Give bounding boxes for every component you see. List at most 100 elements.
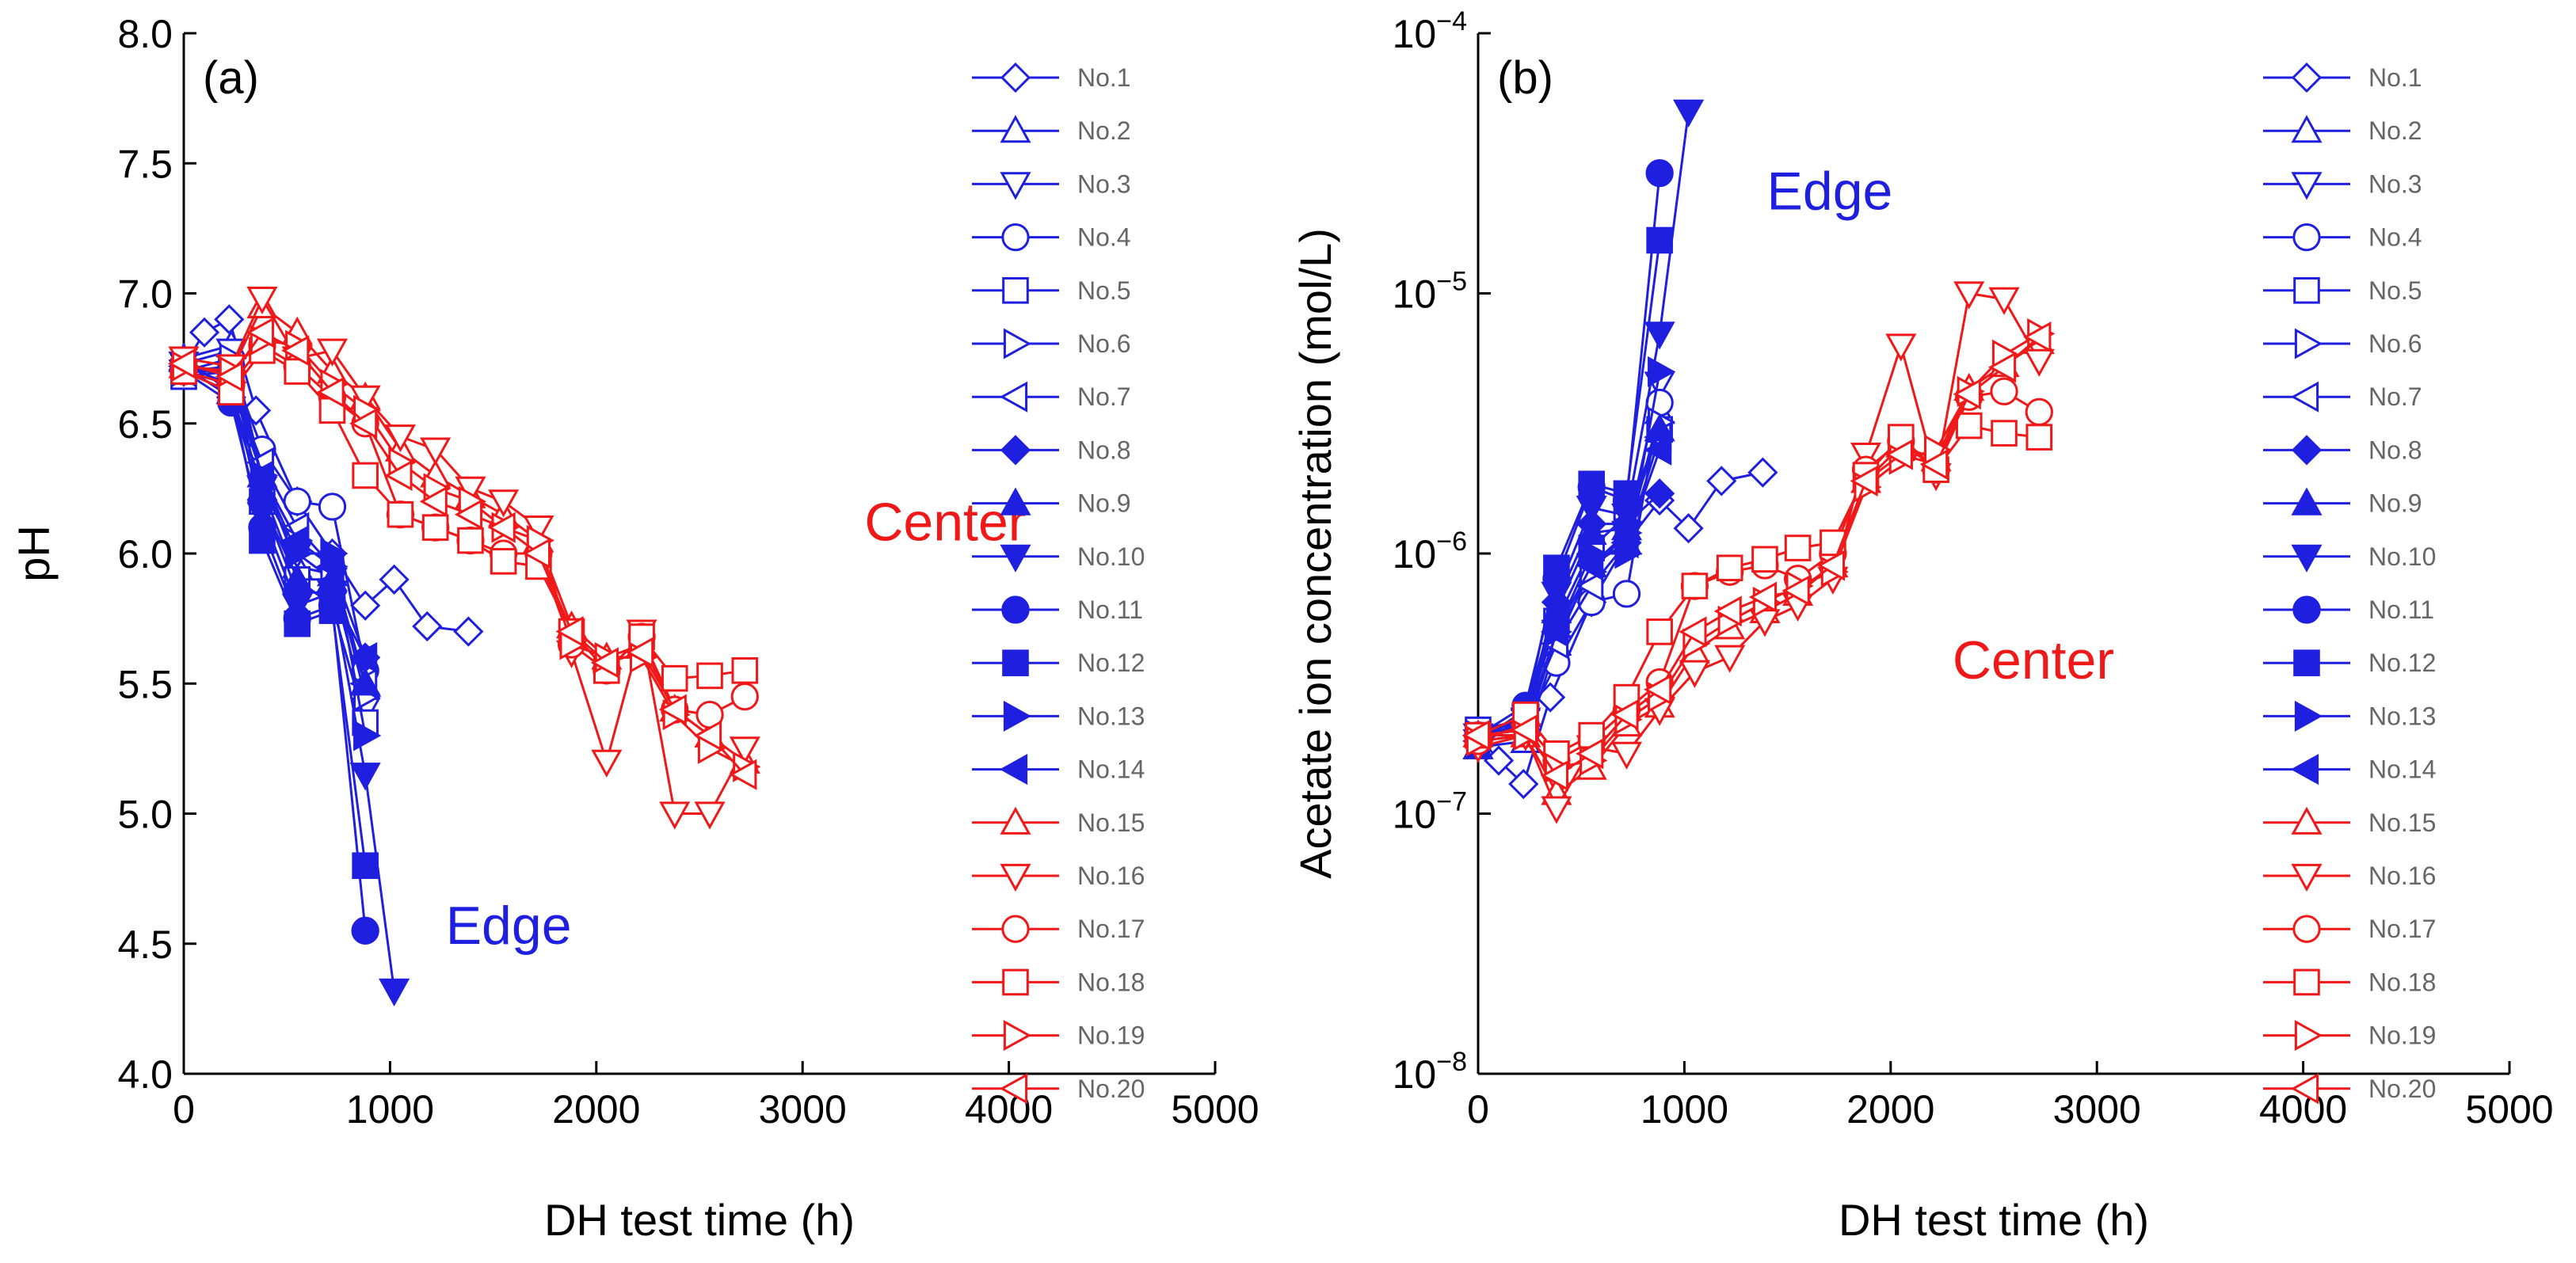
legend-marker xyxy=(2291,62,2323,93)
data-point xyxy=(1541,796,1572,824)
x-axis-title: DH test time (h) xyxy=(544,1195,855,1245)
legend-label: No.7 xyxy=(1077,382,1131,411)
legend-label: No.9 xyxy=(1077,489,1131,518)
legend-label: No.15 xyxy=(2368,808,2436,837)
data-point xyxy=(659,801,691,830)
data-point xyxy=(214,304,245,335)
y-tick-label: 8.0 xyxy=(117,12,173,56)
data-point xyxy=(1644,434,1672,466)
data-point xyxy=(1920,448,1949,481)
legend-label: No.18 xyxy=(1077,968,1145,996)
legend-label: No.12 xyxy=(2368,649,2436,677)
legend-marker xyxy=(1000,806,1031,835)
data-point xyxy=(1645,158,1674,188)
legend-label: No.8 xyxy=(2368,436,2422,464)
data-point xyxy=(693,720,722,751)
legend-label: No.4 xyxy=(1077,223,1131,252)
legend-marker xyxy=(999,1073,1028,1105)
data-point xyxy=(729,736,760,765)
data-point xyxy=(1644,413,1675,442)
legend: No.1 No.2 No.3 No.4 No.5 No.6 No.7 No.8 No.9 No.1… xyxy=(2263,62,2436,1105)
x-tick-label: 0 xyxy=(173,1087,195,1132)
y-axis-title: pH xyxy=(9,525,59,582)
data-point xyxy=(1673,99,1705,127)
data-point xyxy=(1751,546,1778,573)
legend-label: No.5 xyxy=(1077,276,1131,305)
data-point xyxy=(1987,352,2017,383)
legend-marker xyxy=(2294,1020,2323,1052)
panel-label: (a) xyxy=(203,52,259,104)
data-point xyxy=(246,317,275,348)
data-point xyxy=(384,459,413,491)
data-point xyxy=(1673,513,1704,544)
legend: No.1 No.2 No.3 No.4 No.5 No.6 No.7 No.8 No.9 No.1… xyxy=(972,62,1145,1105)
series-group xyxy=(167,286,761,1006)
legend-marker xyxy=(2291,487,2323,515)
data-point xyxy=(1988,287,2020,315)
data-point xyxy=(1508,768,1539,800)
legend-marker xyxy=(1002,649,1029,677)
legend-marker xyxy=(1001,223,1030,252)
legend-marker xyxy=(1000,172,1031,200)
data-point xyxy=(419,485,448,517)
data-point xyxy=(1706,466,1737,496)
data-point xyxy=(1509,714,1538,746)
data-point xyxy=(1540,759,1569,792)
data-point xyxy=(730,683,759,711)
legend-marker xyxy=(1002,277,1029,304)
y-tick-label: 7.0 xyxy=(117,272,173,317)
x-tick-label: 2000 xyxy=(1846,1087,1934,1132)
data-point xyxy=(457,527,484,554)
data-point xyxy=(350,590,381,621)
legend-marker xyxy=(2291,544,2323,573)
legend-marker xyxy=(2292,915,2321,943)
data-point xyxy=(2023,348,2055,377)
data-point xyxy=(167,348,196,379)
y-tick-label: 6.5 xyxy=(117,402,173,447)
data-point xyxy=(349,408,378,439)
data-point xyxy=(696,662,723,690)
data-point xyxy=(1850,465,1878,496)
region-label-center: Center xyxy=(1953,630,2114,690)
y-tick-label: 10−5 xyxy=(1393,267,1467,317)
legend-marker xyxy=(2291,115,2323,143)
data-point xyxy=(658,694,687,725)
legend-label: No.15 xyxy=(1077,808,1145,837)
data-point xyxy=(1713,595,1742,627)
y-tick-label: 6.0 xyxy=(117,532,173,576)
data-point xyxy=(412,611,443,642)
x-tick-label: 1000 xyxy=(346,1087,434,1132)
legend-label: No.10 xyxy=(2368,542,2436,571)
data-point xyxy=(1612,580,1641,608)
data-point xyxy=(522,538,551,569)
legend-label: No.1 xyxy=(2368,63,2422,92)
data-point xyxy=(1646,618,1673,645)
y-axis-title: Acetate ion concentration (mol/L) xyxy=(1290,228,1340,879)
legend-label: No.13 xyxy=(1077,702,1145,730)
legend-label: No.3 xyxy=(1077,169,1131,198)
data-point xyxy=(1576,738,1604,770)
y-tick-label: 4.5 xyxy=(117,923,173,967)
data-point xyxy=(1681,573,1709,599)
data-point xyxy=(591,749,623,778)
data-point xyxy=(1888,424,1915,451)
data-point xyxy=(379,978,410,1006)
x-tick-label: 5000 xyxy=(1171,1087,1259,1132)
data-point xyxy=(1816,550,1845,581)
legend-label: No.19 xyxy=(2368,1021,2436,1050)
data-point xyxy=(281,335,310,367)
legend-marker xyxy=(1003,700,1032,732)
data-point xyxy=(349,763,381,791)
data-point xyxy=(387,500,414,528)
data-point xyxy=(384,424,416,453)
panel-label: (b) xyxy=(1497,52,1553,104)
region-label-edge: Edge xyxy=(446,896,572,956)
y-tick-label: 10−6 xyxy=(1393,527,1467,576)
data-point xyxy=(349,668,381,696)
data-point xyxy=(1955,412,1983,439)
data-point xyxy=(281,563,313,592)
legend-label: No.11 xyxy=(1077,595,1143,624)
legend-label: No.8 xyxy=(1077,436,1131,464)
legend-label: No.9 xyxy=(2368,489,2422,518)
data-point xyxy=(420,437,452,466)
